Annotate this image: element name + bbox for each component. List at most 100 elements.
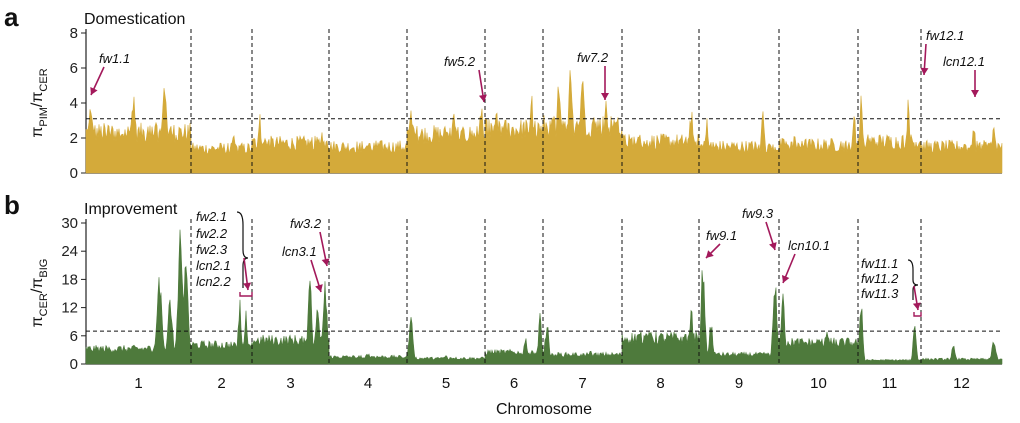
chromosome-11-area <box>857 308 922 365</box>
chromosome-label-6: 6 <box>510 375 518 392</box>
annotation-arrowhead <box>912 302 921 310</box>
gene-label-lcn12.1: lcn12.1 <box>943 54 985 69</box>
chromosome-12-series <box>920 126 1003 174</box>
chromosome-2-series <box>190 134 253 174</box>
y-axis-label-text: πPIM/πCER <box>29 68 50 137</box>
chromosome-10-area <box>778 116 859 174</box>
chromosome-11-area <box>857 95 922 174</box>
chromosome-label-3: 3 <box>286 375 294 392</box>
chromosome-1-series <box>85 88 192 174</box>
annotation-arrowhead <box>769 242 777 250</box>
chromosome-label-4: 4 <box>364 375 372 392</box>
chromosome-3-area <box>251 280 330 365</box>
chromosome-4-series <box>328 353 408 365</box>
y-axis-label-text: πCER/πBIG <box>29 259 50 328</box>
chromosome-9-area <box>698 111 780 174</box>
chromosome-6-series <box>484 312 544 365</box>
chromosome-1-series <box>85 229 192 365</box>
chromosome-label-11: 11 <box>882 375 898 392</box>
chromosome-1-area <box>85 88 192 174</box>
chromosome-11-series <box>857 308 922 365</box>
chromosome-2-area <box>190 299 253 365</box>
panel-a-y-axis-label: πPIM/πCER <box>29 68 50 137</box>
gene-label-lcn10.1: lcn10.1 <box>788 238 830 253</box>
gene-label-fw5.2: fw5.2 <box>444 54 476 69</box>
y-tick-label: 12 <box>61 300 78 317</box>
gene-label-fw2.1: fw2.1 <box>196 209 227 224</box>
chromosome-8-series <box>621 309 700 365</box>
y-tick-label: 6 <box>70 60 78 77</box>
gene-label-fw11.2: fw11.2 <box>861 271 899 286</box>
panel-b-y-axis-label: πCER/πBIG <box>29 259 50 328</box>
chromosome-2-series <box>190 299 253 365</box>
annotation-arrowhead <box>478 94 487 102</box>
y-label-slash: / <box>29 288 46 293</box>
chromosome-11-series <box>857 95 922 174</box>
gene-label-lcn3.1: lcn3.1 <box>282 244 317 259</box>
y-tick-label: 0 <box>70 356 78 373</box>
y-tick-label: 30 <box>61 215 78 232</box>
annotation-arrowhead <box>315 284 323 292</box>
annotation-arrowhead <box>90 86 98 95</box>
chromosome-labels: 1 2 3 4 5 6 7 8 9 10 11 12 <box>134 375 970 392</box>
gene-label-lcn2.2: lcn2.2 <box>196 274 231 289</box>
chromosome-4-series <box>328 140 408 174</box>
annotation-arrowhead <box>971 90 979 97</box>
chromosome-3-series <box>251 114 330 174</box>
chromosome-6-area <box>484 312 544 365</box>
chromosome-9-series <box>698 111 780 174</box>
chromosome-8-area <box>621 111 700 174</box>
y-label-sub-1: CER <box>38 293 50 316</box>
annotation-arrowhead <box>781 275 790 283</box>
gene-label-fw2.2: fw2.2 <box>196 226 228 241</box>
bracket-chr2 <box>239 292 253 297</box>
chromosome-9-area <box>698 270 780 365</box>
y-label-sub-1: PIM <box>38 107 50 127</box>
chromosome-5-series <box>406 108 486 174</box>
annotation-arrowhead <box>243 282 252 290</box>
y-tick-label: 18 <box>61 271 78 288</box>
y-tick-label: 4 <box>70 95 78 112</box>
y-tick-label: 6 <box>70 328 78 345</box>
y-label-pi-2: π <box>29 278 46 289</box>
gene-label-fw11.3: fw11.3 <box>861 286 899 301</box>
gene-label-lcn2.1: lcn2.1 <box>196 258 231 273</box>
chromosome-7-area <box>542 70 623 174</box>
chromosome-label-12: 12 <box>953 375 970 392</box>
gene-label-fw11.1: fw11.1 <box>861 256 898 271</box>
gene-label-fw1.1: fw1.1 <box>99 51 130 66</box>
panel-b-title: Improvement <box>84 201 178 218</box>
gene-label-fw3.2: fw3.2 <box>290 216 322 231</box>
y-label-pi-2: π <box>29 92 46 103</box>
y-tick-label: 24 <box>61 243 78 260</box>
y-label-sub-2: CER <box>38 68 50 91</box>
chromosome-2-area <box>190 134 253 174</box>
chromosome-10-series <box>778 116 859 174</box>
y-label-sub-2: BIG <box>38 259 50 278</box>
gene-label-fw9.1: fw9.1 <box>706 228 737 243</box>
chromosome-10-area <box>778 293 859 365</box>
chromosome-7-area <box>542 327 623 365</box>
y-label-pi-1: π <box>29 127 46 138</box>
annotation-arrowhead <box>920 67 929 75</box>
chromosome-4-area <box>328 140 408 174</box>
y-label-pi-1: π <box>29 316 46 327</box>
panel-letter-b: b <box>4 190 20 220</box>
chromosome-6-series <box>484 95 544 174</box>
chromosome-12-area <box>920 341 1003 365</box>
chromosome-7-series <box>542 70 623 174</box>
chromosome-label-8: 8 <box>656 375 664 392</box>
chromosome-8-series <box>621 111 700 174</box>
panel-a-plot: 0 2 4 6 8 fw1.1 fw5.2 fw7.2 fw12.1 lcn12.1 <box>70 25 1003 182</box>
panel-a-title: Domestication <box>84 11 185 28</box>
chromosome-10-series <box>778 293 859 365</box>
bracket-chr11 <box>913 312 922 317</box>
chromosome-3-series <box>251 280 330 365</box>
chromosome-5-area <box>406 108 486 174</box>
gene-label-fw9.3: fw9.3 <box>742 206 774 221</box>
brace-chr11 <box>907 259 919 300</box>
chromosome-label-7: 7 <box>578 375 586 392</box>
chromosome-7-series <box>542 327 623 365</box>
annotation-arrowhead <box>706 250 714 258</box>
